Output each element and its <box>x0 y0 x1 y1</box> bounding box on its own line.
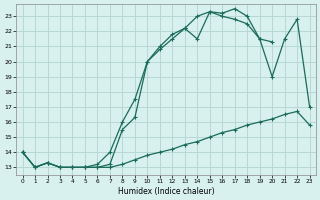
X-axis label: Humidex (Indice chaleur): Humidex (Indice chaleur) <box>118 187 214 196</box>
